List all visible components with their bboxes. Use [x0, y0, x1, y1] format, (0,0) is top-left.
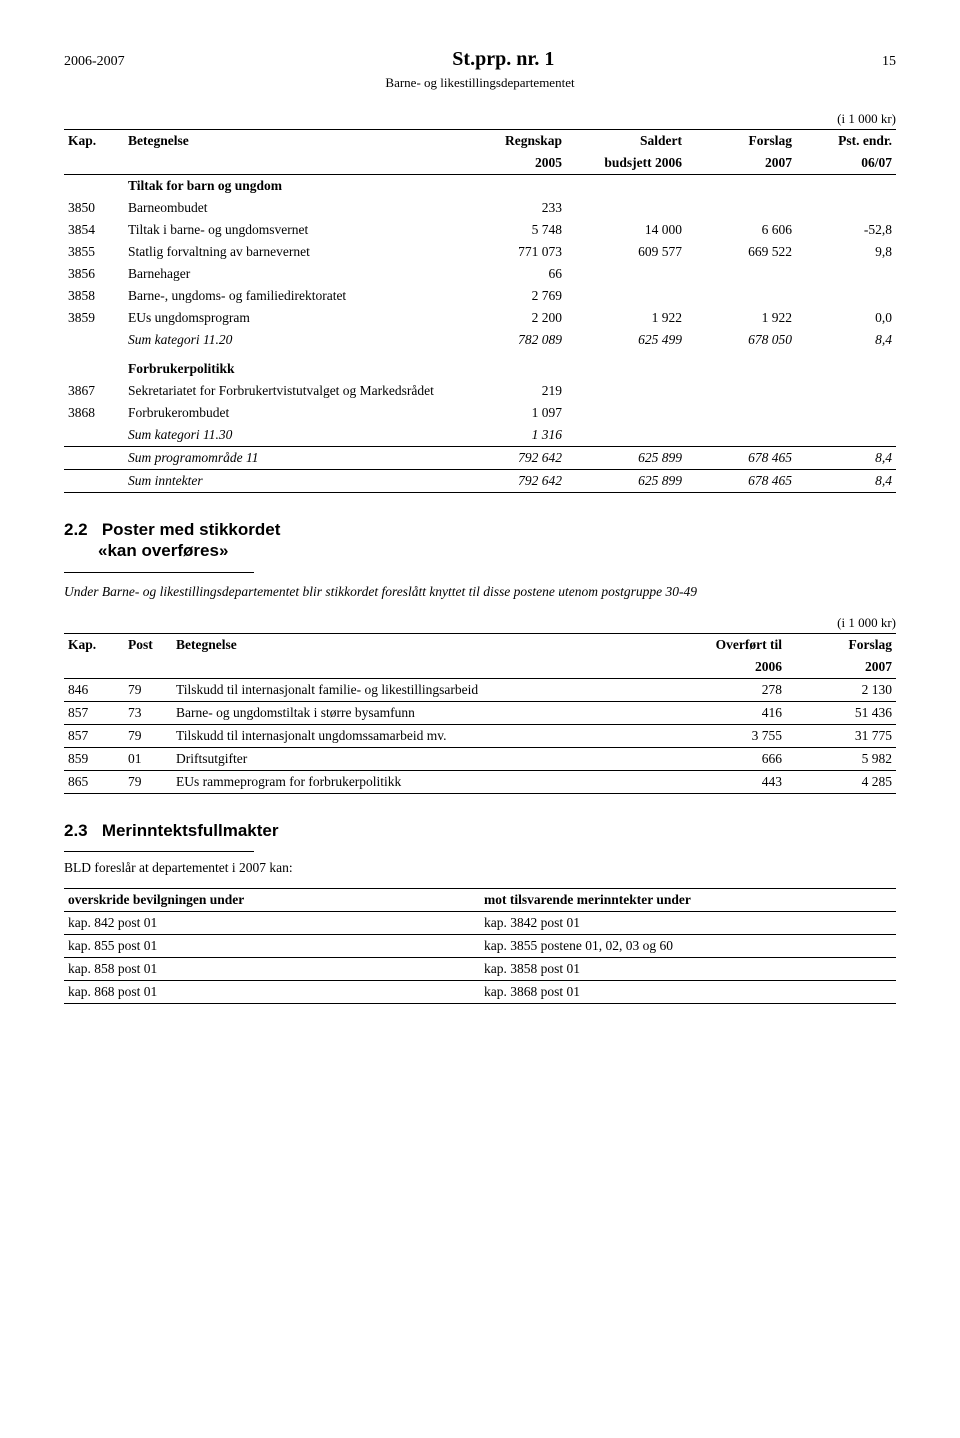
col-saldert: Saldert — [566, 130, 686, 152]
sum-inntekter: Sum inntekter 792 642 625 899 678 465 8,… — [64, 470, 896, 492]
section-22-title-l2: «kan overføres» — [98, 540, 896, 561]
col-forslag: Forslag — [686, 130, 796, 152]
section-23-intro: BLD foreslår at departementet i 2007 kan… — [64, 860, 896, 876]
sum2-label: Sum kategori 11.30 — [124, 424, 456, 446]
section-22-num: 2.2 — [64, 520, 88, 539]
sum4-v1: 792 642 — [456, 470, 566, 492]
page-header: 2006-2007 St.prp. nr. 1 15 — [64, 48, 896, 71]
t2-col-kap: Kap. — [64, 634, 124, 656]
sum1-v2: 625 499 — [566, 329, 686, 351]
table-row: 86579EUs rammeprogram for forbrukerpolit… — [64, 771, 896, 793]
sum-programomrade: Sum programområde 11 792 642 625 899 678… — [64, 447, 896, 469]
table-row: 3867Sekretariatet for Forbrukertvistutva… — [64, 380, 896, 402]
t2-col-overfort: Overført til — [666, 634, 786, 656]
section-23-heading: 2.3 Merinntektsfullmakter — [64, 820, 896, 841]
sum3-v3: 678 465 — [686, 447, 796, 469]
table-row: 85901Driftsutgifter6665 982 — [64, 748, 896, 770]
table2-unit: (i 1 000 kr) — [64, 615, 896, 631]
table1-header-row2: 2005 budsjett 2006 2007 06/07 — [64, 152, 896, 174]
section-23-rule — [64, 851, 254, 852]
group1-title: Tiltak for barn og ungdom — [124, 175, 456, 197]
sum2-v1: 1 316 — [456, 424, 566, 446]
page-number: 15 — [882, 54, 896, 70]
table-row: kap. 842 post 01kap. 3842 post 01 — [64, 912, 896, 934]
table1: Kap. Betegnelse Regnskap Saldert Forslag… — [64, 129, 896, 493]
group1-title-row: Tiltak for barn og ungdom — [64, 175, 896, 197]
page-subtitle: Barne- og likestillingsdepartementet — [64, 75, 896, 91]
sum4-v4: 8,4 — [796, 470, 896, 492]
sum-kategori-1130: Sum kategori 11.30 1 316 — [64, 424, 896, 446]
sum1-v1: 782 089 — [456, 329, 566, 351]
table-row: 3850Barneombudet233 — [64, 197, 896, 219]
table-row: 3858Barne-, ungdoms- og familiedirektora… — [64, 285, 896, 307]
col-pst: Pst. endr. — [796, 130, 896, 152]
year-range: 2006-2007 — [64, 54, 125, 70]
doc-title: St.prp. nr. 1 — [452, 48, 554, 71]
section-22-heading: 2.2 Poster med stikkordet «kan overføres… — [64, 519, 896, 562]
table-row: 3859EUs ungdomsprogram2 2001 9221 9220,0 — [64, 307, 896, 329]
table2-header-row2: 2006 2007 — [64, 656, 896, 678]
table-row: 85779Tilskudd til internasjonalt ungdoms… — [64, 725, 896, 747]
group2-title: Forbrukerpolitikk — [124, 351, 456, 380]
table1-header-row1: Kap. Betegnelse Regnskap Saldert Forslag… — [64, 130, 896, 152]
col-budsjett: budsjett 2006 — [566, 152, 686, 174]
t2-col-2006: 2006 — [666, 656, 786, 678]
t2-col-bet: Betegnelse — [172, 634, 666, 656]
table1-unit: (i 1 000 kr) — [64, 111, 896, 127]
table-row: kap. 855 post 01kap. 3855 postene 01, 02… — [64, 935, 896, 957]
sum3-v1: 792 642 — [456, 447, 566, 469]
t2-col-forslag: Forslag — [786, 634, 896, 656]
table-row: 3868Forbrukerombudet1 097 — [64, 402, 896, 424]
table-row: kap. 858 post 01kap. 3858 post 01 — [64, 958, 896, 980]
table-row: 84679Tilskudd til internasjonalt familie… — [64, 679, 896, 701]
t2-col-2007: 2007 — [786, 656, 896, 678]
section-23-title: Merinntektsfullmakter — [102, 821, 279, 840]
group2-title-row: Forbrukerpolitikk — [64, 351, 896, 380]
table-row: 3856Barnehager66 — [64, 263, 896, 285]
col-bet: Betegnelse — [124, 130, 456, 152]
sum1-v3: 678 050 — [686, 329, 796, 351]
table-row: kap. 868 post 01kap. 3868 post 01 — [64, 981, 896, 1003]
sum4-label: Sum inntekter — [124, 470, 456, 492]
sum3-v4: 8,4 — [796, 447, 896, 469]
sum1-v4: 8,4 — [796, 329, 896, 351]
sum4-v3: 678 465 — [686, 470, 796, 492]
t3-h2: mot tilsvarende merinntekter under — [480, 889, 896, 911]
t2-col-post: Post — [124, 634, 172, 656]
table3: overskride bevilgningen under mot tilsva… — [64, 888, 896, 1004]
section-22-intro: Under Barne- og likestillingsdepartement… — [64, 583, 896, 601]
table-row: 3855Statlig forvaltning av barnevernet77… — [64, 241, 896, 263]
col-0607: 06/07 — [796, 152, 896, 174]
section-23-num: 2.3 — [64, 821, 88, 840]
section-22-title-l1: Poster med stikkordet — [102, 520, 281, 539]
sum4-v2: 625 899 — [566, 470, 686, 492]
table2: Kap. Post Betegnelse Overført til Forsla… — [64, 633, 896, 794]
sum1-label: Sum kategori 11.20 — [124, 329, 456, 351]
table3-header: overskride bevilgningen under mot tilsva… — [64, 889, 896, 911]
table-row: 85773Barne- og ungdomstiltak i større by… — [64, 702, 896, 724]
sum-kategori-1120: Sum kategori 11.20 782 089 625 499 678 0… — [64, 329, 896, 351]
col-regnskap: Regnskap — [456, 130, 566, 152]
t3-h1: overskride bevilgningen under — [64, 889, 480, 911]
table2-header-row1: Kap. Post Betegnelse Overført til Forsla… — [64, 634, 896, 656]
table-row: 3854Tiltak i barne- og ungdomsvernet5 74… — [64, 219, 896, 241]
section-22-rule — [64, 572, 254, 573]
col-2007: 2007 — [686, 152, 796, 174]
col-2005: 2005 — [456, 152, 566, 174]
col-kap: Kap. — [64, 130, 124, 152]
sum3-v2: 625 899 — [566, 447, 686, 469]
sum3-label: Sum programområde 11 — [124, 447, 456, 469]
